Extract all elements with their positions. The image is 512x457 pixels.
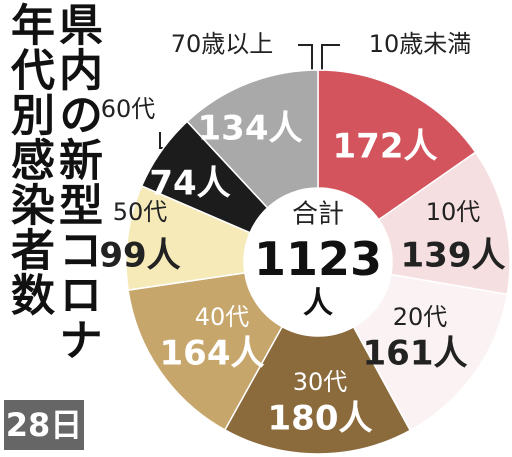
leader-line xyxy=(321,44,340,80)
value-label: 139人 xyxy=(401,236,506,276)
category-label: 70歳以上 xyxy=(171,30,274,58)
total-label: 1123 人 xyxy=(254,232,382,321)
category-label: 10代 xyxy=(426,198,481,226)
date-badge: 28日 xyxy=(4,400,84,450)
category-label: 10歳未満 xyxy=(369,30,472,58)
chart-title: 県内の新型コロナ年代別感染者数 xyxy=(3,2,102,362)
value-label: 180人 xyxy=(268,399,373,439)
value-label: 164人 xyxy=(160,334,265,374)
value-label: 134人 xyxy=(198,109,303,149)
category-label: 50代 xyxy=(113,198,168,226)
value-label: 99人 xyxy=(99,236,180,276)
center-hole xyxy=(244,188,392,336)
leader-line xyxy=(298,44,313,80)
value-label: 172人 xyxy=(333,127,438,167)
category-label: 40代 xyxy=(195,303,250,331)
category-label: 20代 xyxy=(393,303,448,331)
category-label: 60代 xyxy=(101,95,156,123)
value-label: 74人 xyxy=(149,164,230,204)
center-title: 合計 xyxy=(292,200,344,230)
value-label: 161人 xyxy=(363,334,468,374)
category-label: 30代 xyxy=(293,368,348,396)
